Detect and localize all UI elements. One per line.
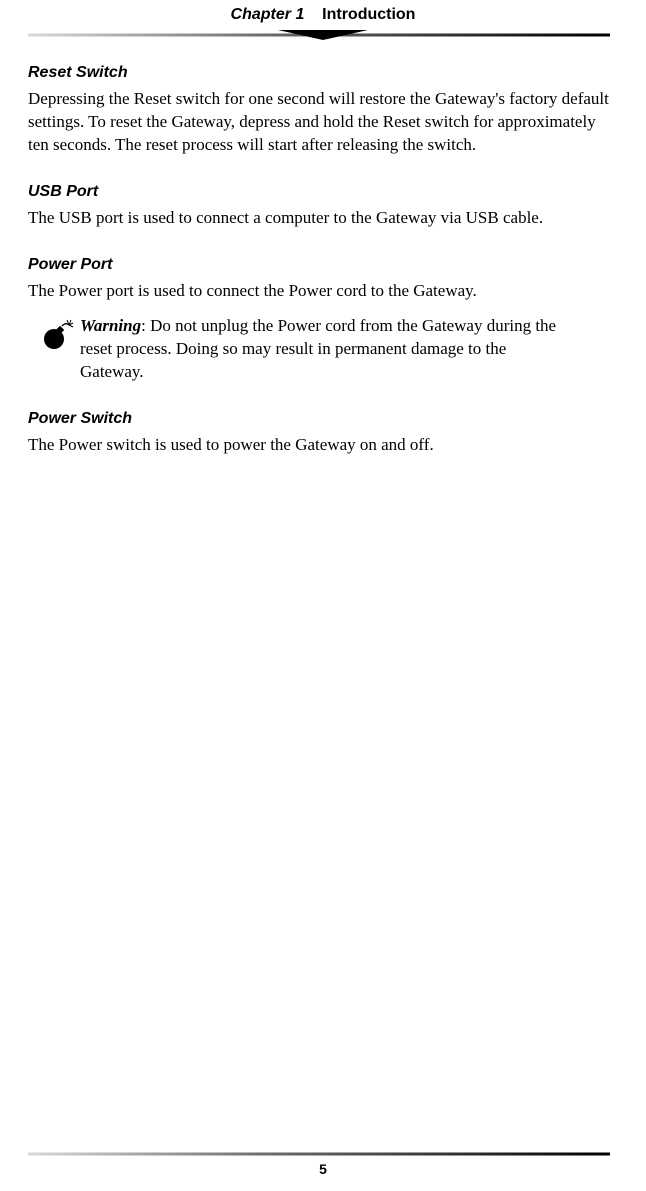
- section-body-power-switch: The Power switch is used to power the Ga…: [28, 434, 618, 457]
- section-body-reset-switch: Depressing the Reset switch for one seco…: [28, 88, 618, 157]
- chapter-title: Introduction: [322, 6, 415, 23]
- warning-body: : Do not unplug the Power cord from the …: [80, 316, 556, 381]
- usb-text-part2: port is used to connect a computer to th…: [92, 208, 466, 227]
- divider-line-icon: [28, 1151, 618, 1157]
- section-body-usb-port: The USB port is used to connect a comput…: [28, 207, 618, 230]
- usb-smallcaps-2: USB: [466, 208, 499, 227]
- usb-smallcaps-1: USB: [59, 208, 92, 227]
- usb-text-part1: The: [28, 208, 59, 227]
- page-container: Chapter 1 Introduction Reset Switch Depr…: [0, 0, 646, 1191]
- chapter-title-spacer: [309, 6, 318, 23]
- chapter-header: Chapter 1 Introduction: [28, 0, 618, 30]
- section-heading-power-port: Power Port: [28, 256, 618, 274]
- section-heading-usb-port: USB Port: [28, 183, 618, 201]
- bottom-divider: [28, 1151, 618, 1157]
- warning-label: Warning: [80, 316, 141, 335]
- section-heading-power-switch: Power Switch: [28, 410, 618, 428]
- top-divider: [28, 30, 618, 40]
- warning-text: Warning: Do not unplug the Power cord fr…: [80, 315, 560, 384]
- divider-line-icon: [28, 30, 618, 40]
- footer: 5: [28, 1151, 618, 1177]
- page-number: 5: [28, 1161, 618, 1177]
- bomb-icon: [40, 317, 74, 356]
- usb-text-part3: cable.: [499, 208, 543, 227]
- section-heading-reset-switch: Reset Switch: [28, 64, 618, 82]
- chapter-number: Chapter 1: [231, 6, 305, 23]
- warning-block: Warning: Do not unplug the Power cord fr…: [40, 315, 560, 384]
- section-body-power-port: The Power port is used to connect the Po…: [28, 280, 618, 303]
